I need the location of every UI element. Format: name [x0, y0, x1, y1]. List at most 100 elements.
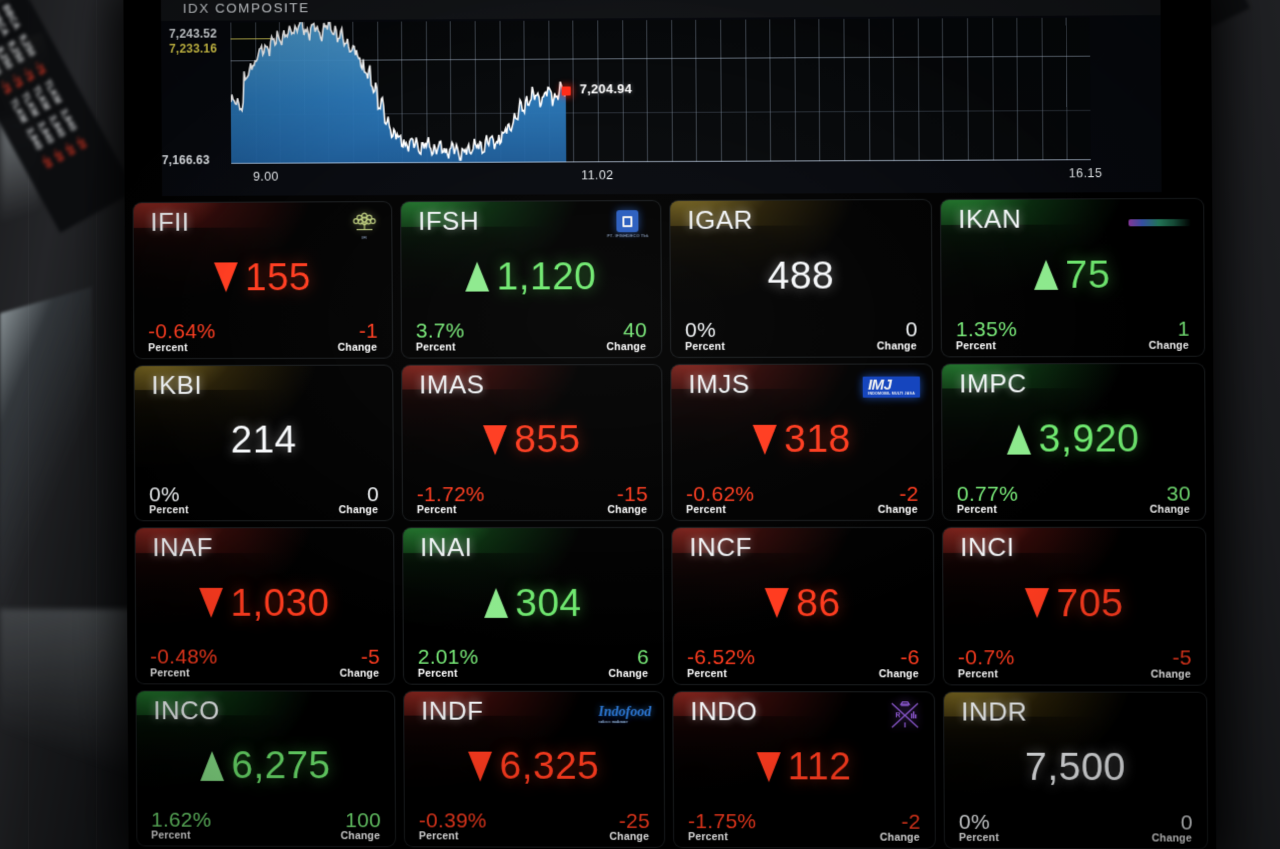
- stock-price: 1,030: [230, 581, 330, 625]
- change-label: Change: [607, 504, 648, 517]
- stock-code: IMJS: [688, 368, 750, 399]
- change-label: Change: [606, 340, 647, 353]
- change-label: Change: [879, 831, 920, 844]
- stock-tile[interactable]: INCF 86 -6.52% Percent -6 Change: [671, 526, 935, 685]
- percent-label: Percent: [149, 504, 189, 517]
- change-value: 1: [1177, 317, 1190, 341]
- change-cell: -5 Change: [1151, 647, 1192, 681]
- stock-code: INDF: [421, 695, 484, 726]
- last-price-label: 7,204.94: [579, 81, 632, 97]
- arrow-up-icon: [465, 261, 490, 292]
- stock-tile[interactable]: INDR 7,500 0% Percent 0 Change: [942, 690, 1209, 849]
- percent-value: -0.48%: [150, 645, 218, 669]
- stock-tile[interactable]: INAI 304 2.01% Percent 6 Change: [402, 527, 665, 685]
- percent-label: Percent: [148, 341, 188, 354]
- price-row: 6,325: [404, 739, 663, 793]
- stock-price: 3,920: [1038, 417, 1140, 461]
- stock-tile[interactable]: INDO R 112 -1.75% Percent -2 Change: [672, 690, 936, 849]
- change-value: 0: [1180, 810, 1193, 835]
- stock-code: INDO: [690, 695, 758, 726]
- price-row: 75: [941, 247, 1204, 302]
- stock-tile[interactable]: INCI 705 -0.7% Percent -5 Change: [941, 526, 1208, 686]
- stock-tile[interactable]: IFII IFI 155 -0.64% Percent -1 Change: [132, 201, 394, 359]
- company-logo: PT. IFISHDECO Tbk: [607, 209, 649, 239]
- change-cell: -25 Change: [609, 809, 650, 843]
- percent-cell: -0.39% Percent: [418, 809, 487, 843]
- percent-cell: -0.62% Percent: [686, 483, 755, 516]
- price-row: 318: [672, 412, 933, 466]
- ifsh-square-icon: [616, 210, 639, 233]
- stock-price: 304: [515, 581, 582, 625]
- company-logo: IFI: [349, 210, 379, 240]
- change-value: -2: [901, 810, 921, 834]
- tile-footer: 3.7% Percent 40 Change: [415, 319, 647, 354]
- company-logo: R: [888, 700, 922, 730]
- chart-title: IDX COMPOSITE: [182, 0, 310, 16]
- percent-cell: 1.35% Percent: [956, 318, 1018, 352]
- price-row: 705: [943, 576, 1206, 630]
- chart-low-label: 7,166.63: [161, 153, 210, 168]
- stock-tile[interactable]: IKAN 75 1.35% Percent 1 Change: [939, 197, 1206, 357]
- percent-value: -6.52%: [686, 646, 756, 670]
- stock-price: 7,500: [1024, 745, 1126, 790]
- imj-logo-text: INDOMOBIL MULTI JASA: [867, 391, 916, 396]
- change-cell: -2 Change: [879, 810, 921, 844]
- stock-tile[interactable]: IKBI 214 0% Percent 0 Change: [133, 364, 395, 522]
- stock-tile[interactable]: IMAS 855 -1.72% Percent -15 Change: [401, 363, 664, 522]
- arrow-down-icon: [199, 587, 224, 618]
- stock-tile[interactable]: IMJS IMJ INDOMOBIL MULTI JASA 318 -0.62% Perc…: [670, 362, 934, 522]
- change-value: -6: [900, 646, 920, 670]
- change-value: -5: [360, 645, 381, 669]
- stock-code: IKBI: [151, 369, 203, 400]
- percent-label: Percent: [685, 340, 726, 353]
- stock-tile[interactable]: INAF 1,030 -0.48% Percent -5 Change: [134, 527, 396, 685]
- chart-prev-close-label: 7,233.16: [169, 41, 218, 56]
- change-value: -15: [616, 482, 649, 506]
- arrow-down-icon: [1025, 588, 1050, 619]
- stock-board-screen: IDX COMPOSITE 7,243.52 7,233.16 7,166.63: [123, 0, 1217, 849]
- arrow-down-icon: [483, 424, 508, 455]
- percent-label: Percent: [688, 831, 729, 844]
- stock-code: IFII: [150, 206, 190, 237]
- glass-railing-reflection: [0, 286, 92, 644]
- change-label: Change: [338, 504, 379, 517]
- price-row: 1,030: [136, 576, 394, 630]
- indofood-logo-text: sukses makmur: [598, 718, 628, 724]
- stock-price: 488: [767, 253, 835, 298]
- percent-cell: 2.01% Percent: [418, 646, 479, 679]
- tile-footer: 2.01% Percent 6 Change: [418, 646, 650, 680]
- percent-label: Percent: [415, 341, 456, 354]
- stock-tile[interactable]: INCO 6,275 1.62% Percent 100 Change: [135, 689, 397, 848]
- change-label: Change: [1148, 339, 1189, 352]
- change-cell: -15 Change: [607, 482, 649, 517]
- stock-price: 1,120: [496, 254, 597, 298]
- change-label: Change: [339, 667, 380, 680]
- percent-label: Percent: [150, 666, 190, 679]
- stock-price: 112: [787, 745, 852, 789]
- stock-tile[interactable]: IMPC 3,920 0.77% Percent 30 Change: [940, 362, 1207, 521]
- percent-label: Percent: [686, 503, 727, 516]
- price-row: 7,500: [944, 740, 1207, 795]
- stock-tile[interactable]: IFSH PT. IFISHDECO Tbk 1,120 3.7% Percent 40 C…: [400, 200, 663, 359]
- ifii-tree-logo: IFI: [349, 210, 379, 240]
- change-value: 6: [637, 646, 650, 670]
- change-cell: 30 Change: [1150, 482, 1191, 516]
- percent-value: 0.77%: [956, 482, 1019, 506]
- stock-price: 86: [796, 581, 841, 625]
- ikan-logo: [1128, 218, 1192, 226]
- stock-tile[interactable]: INDF Indofood sukses makmur 6,325 -0.39% Perc…: [403, 690, 666, 849]
- percent-label: Percent: [418, 830, 459, 843]
- percent-value: 0%: [149, 483, 180, 506]
- stock-tile[interactable]: IGAR 488 0% Percent 0 Change: [669, 198, 933, 358]
- stock-code: IMAS: [419, 368, 485, 399]
- percent-label: Percent: [957, 667, 999, 680]
- chart-time-open: 9.00: [253, 169, 279, 184]
- chart-time-close: 16.15: [1068, 166, 1103, 181]
- stock-price: 6,275: [231, 744, 331, 788]
- arrow-down-icon: [468, 751, 493, 782]
- percent-value: 3.7%: [415, 319, 465, 343]
- arrow-up-icon: [1007, 423, 1032, 455]
- change-cell: 1 Change: [1148, 317, 1190, 352]
- percent-value: -1.72%: [416, 482, 485, 506]
